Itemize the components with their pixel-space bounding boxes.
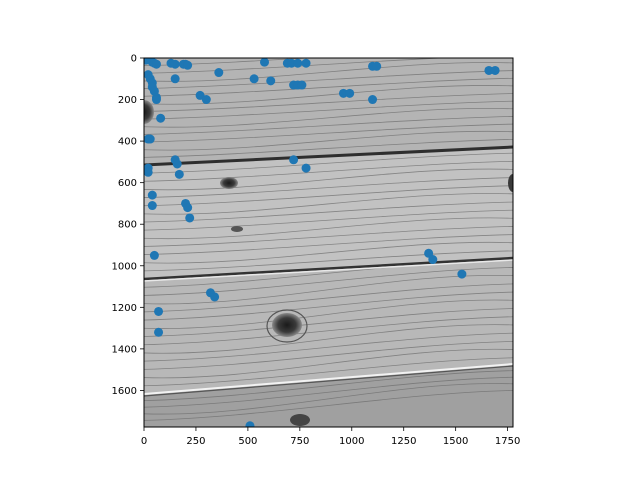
scatter-point xyxy=(289,155,299,165)
scatter-point xyxy=(428,255,438,265)
wood-background-image xyxy=(144,58,513,427)
x-axis-ticks: 0 250 500 750 1000 1250 1500 1750 xyxy=(141,427,520,447)
x-tick-label: 750 xyxy=(290,436,309,447)
scatter-point xyxy=(183,203,193,213)
scatter-point xyxy=(372,61,382,71)
x-tick-label: 1750 xyxy=(495,436,520,447)
scatter-point xyxy=(170,74,180,84)
scatter-points xyxy=(144,58,500,427)
scatter-point xyxy=(201,95,211,105)
scatter-point xyxy=(214,68,224,78)
scatter-point xyxy=(170,59,180,69)
scatter-point xyxy=(293,58,303,68)
x-tick-label: 500 xyxy=(238,436,257,447)
scatter-point xyxy=(245,421,255,427)
scatter-point xyxy=(154,327,164,337)
axes-frame xyxy=(143,57,514,428)
scatter-point xyxy=(287,58,297,68)
scatter-point xyxy=(301,58,311,68)
scatter-point xyxy=(172,159,182,169)
scatter-point xyxy=(144,167,153,177)
y-tick-label: 0 xyxy=(131,54,137,65)
scatter-point xyxy=(297,80,307,90)
y-tick-label: 200 xyxy=(118,95,137,106)
scatter-point xyxy=(368,95,378,105)
x-tick-label: 0 xyxy=(141,436,147,447)
scatter-point xyxy=(174,169,184,179)
scatter-point xyxy=(151,59,161,69)
y-tick-label: 600 xyxy=(118,178,137,189)
x-tick-label: 1000 xyxy=(339,436,364,447)
scatter-point xyxy=(345,88,355,98)
scatter-point xyxy=(147,201,157,211)
scatter-point xyxy=(147,190,157,200)
x-tick-label: 250 xyxy=(186,436,205,447)
scatter-point xyxy=(156,113,166,123)
y-tick-label: 1000 xyxy=(112,261,137,272)
scatter-point xyxy=(301,163,311,173)
scatter-point xyxy=(457,269,467,279)
y-axis-ticks: 0 200 400 600 800 1000 1200 1400 1600 xyxy=(112,54,144,397)
scatter-point xyxy=(210,292,220,302)
y-tick-label: 1400 xyxy=(112,344,137,355)
scatter-point xyxy=(338,88,348,98)
y-tick-label: 400 xyxy=(118,137,137,148)
y-tick-label: 1200 xyxy=(112,303,137,314)
y-tick-label: 1600 xyxy=(112,386,137,397)
scatter-point xyxy=(183,60,193,70)
x-tick-label: 1500 xyxy=(443,436,468,447)
scatter-point xyxy=(484,65,494,75)
scatter-point xyxy=(151,95,161,105)
x-tick-label: 1250 xyxy=(391,436,416,447)
scatter-point xyxy=(154,306,164,316)
scatter-point xyxy=(149,250,159,260)
scatter-point xyxy=(260,58,270,67)
scatter-point xyxy=(145,134,155,144)
scatter-point xyxy=(266,76,276,86)
scatter-point xyxy=(185,213,195,223)
y-tick-label: 800 xyxy=(118,220,137,231)
scatter-point xyxy=(249,74,259,84)
scatter-point xyxy=(490,65,500,75)
